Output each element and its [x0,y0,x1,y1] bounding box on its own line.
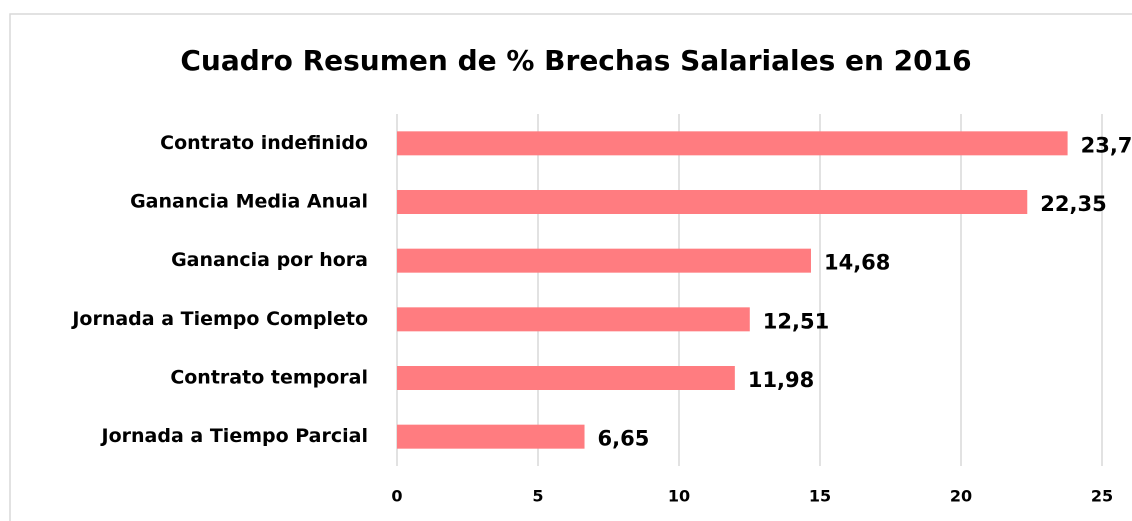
y-tick-label: Ganancia por hora [171,249,368,271]
x-tick-label: 25 [1091,487,1113,506]
y-tick-label: Jornada a Tiempo Completo [70,308,368,330]
data-label: 12,51 [763,309,829,333]
bar [397,131,1068,156]
data-label: 6,65 [598,427,650,451]
x-tick-label: 5 [532,487,543,506]
bar [397,248,811,273]
bar [397,190,1028,214]
x-tick-label: 10 [668,487,690,506]
y-tick-label: Contrato temporal [170,367,368,389]
chart-title: Cuadro Resumen de % Brechas Salariales e… [180,44,971,77]
data-label: 22,35 [1040,192,1106,216]
bar [397,307,750,332]
data-label: 23,78 [1081,133,1132,157]
y-tick-label: Ganancia Media Anual [130,191,368,213]
y-tick-label: Jornada a Tiempo Parcial [100,425,368,447]
x-tick-label: 15 [809,487,831,506]
bar [397,424,585,449]
x-tick-label: 0 [391,487,402,506]
bar [397,366,735,390]
chart-border [9,13,1132,521]
data-label: 11,98 [748,368,814,392]
data-label: 14,68 [824,251,890,275]
y-tick-label: Contrato indefinido [160,132,368,154]
x-tick-label: 20 [950,487,972,506]
